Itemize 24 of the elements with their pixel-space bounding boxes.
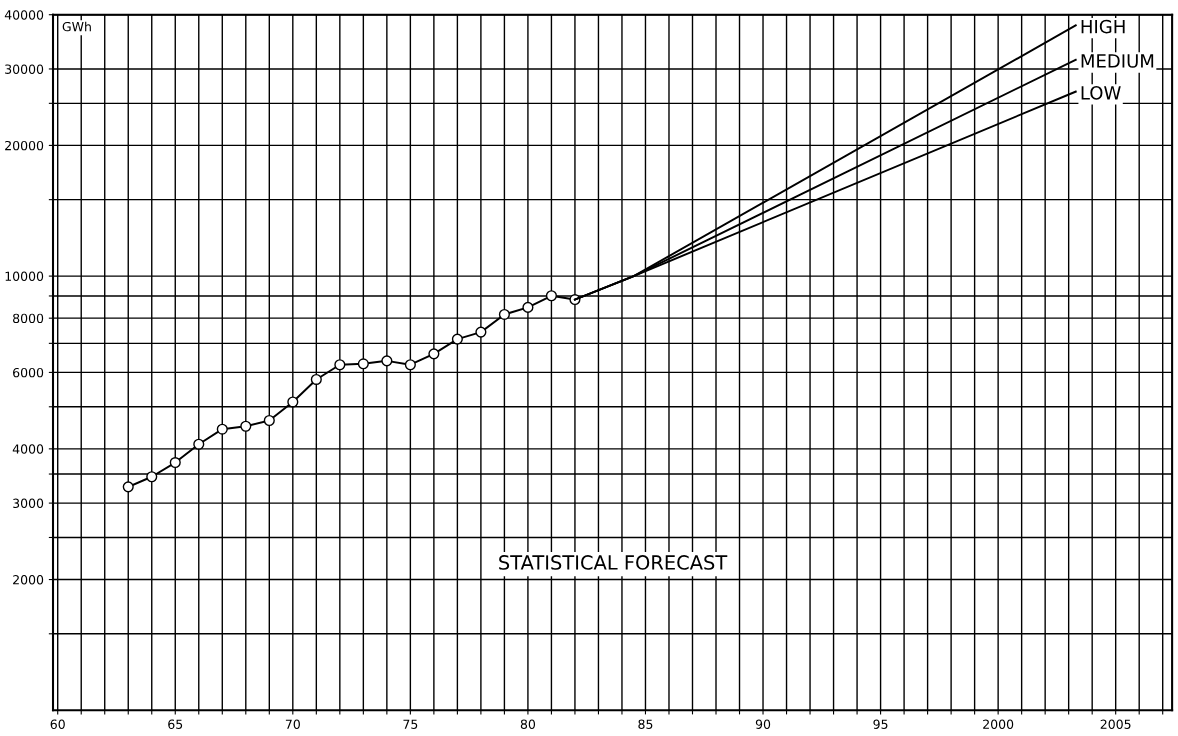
x-tick-label: 85 (638, 719, 653, 729)
y-tick-label: 20000 (5, 140, 44, 151)
series-label: LOW (1081, 86, 1121, 100)
x-tick-label: 65 (168, 719, 183, 729)
annotation: STATISTICAL FORECAST (499, 555, 728, 570)
x-tick-label: 90 (755, 719, 771, 729)
y-tick-label: 8000 (13, 313, 44, 324)
y-tick-label: 2000 (13, 575, 44, 585)
y-tick-label: 6000 (13, 367, 44, 378)
series-label: HIGH (1081, 19, 1125, 34)
x-tick-label: 2005 (1100, 719, 1131, 729)
x-tick-label: 75 (403, 719, 418, 729)
y-tick-label: 3000 (13, 498, 44, 509)
y-tick-label: 40000 (4, 10, 44, 20)
x-tick-label: 70 (285, 719, 300, 729)
y-tick-label: 10000 (5, 271, 44, 282)
y-axis-title: GWh (62, 21, 91, 32)
x-tick-label: 95 (873, 719, 888, 729)
series-label: MEDIUM (1081, 54, 1154, 68)
x-tick-label: 80 (520, 719, 536, 729)
x-tick-label: 2000 (983, 719, 1014, 729)
y-tick-label: 30000 (5, 64, 44, 74)
y-tick-label: 4000 (12, 444, 44, 454)
x-tick-label: 60 (50, 719, 65, 729)
